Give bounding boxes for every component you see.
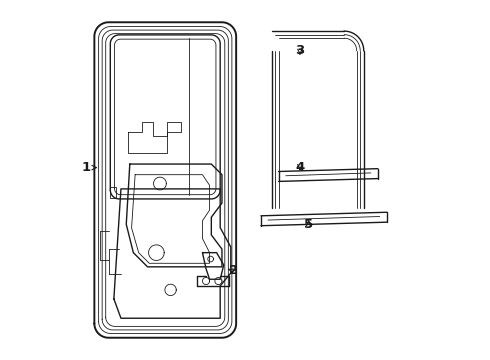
Bar — [110, 187, 116, 198]
Text: 4: 4 — [295, 161, 305, 174]
Text: 1: 1 — [82, 161, 91, 174]
Text: 2: 2 — [229, 264, 238, 277]
Text: 5: 5 — [304, 218, 314, 231]
Text: 3: 3 — [295, 44, 305, 57]
